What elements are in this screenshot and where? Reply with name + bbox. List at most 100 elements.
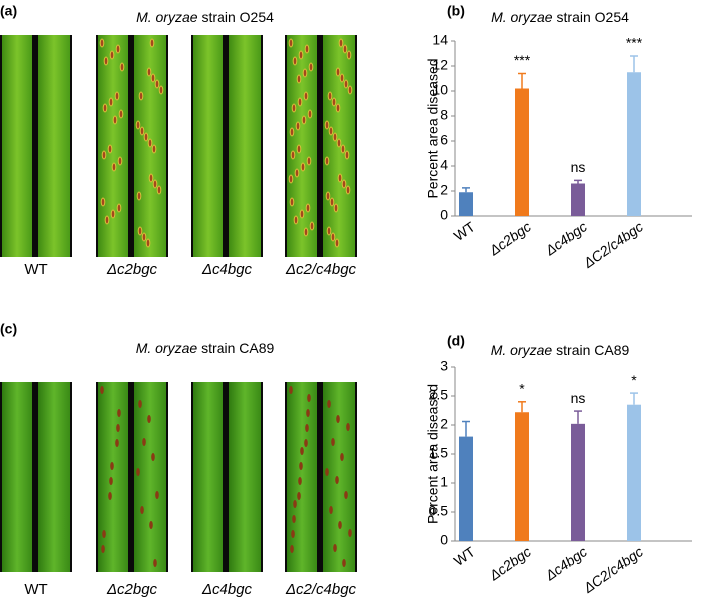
- bar: [515, 412, 529, 541]
- caption: WT: [24, 581, 47, 598]
- lesion: [332, 132, 338, 142]
- x-tick-label: WT: [451, 543, 478, 569]
- lesion: [107, 144, 113, 154]
- lesion: [119, 62, 125, 72]
- lesion: [147, 138, 153, 148]
- lesion: [112, 115, 118, 125]
- lesion: [109, 50, 115, 60]
- lesion: [305, 424, 309, 432]
- x-tick-label: Δc4bgc: [542, 543, 590, 584]
- lesion: [149, 521, 153, 529]
- lesion: [289, 197, 295, 207]
- lesion: [342, 559, 346, 567]
- x-tick-label: Δc2bgc: [486, 543, 534, 584]
- lesion: [290, 150, 296, 160]
- lesion: [326, 226, 332, 236]
- error-bar: [462, 420, 470, 437]
- leaf: [229, 382, 261, 572]
- lesion: [116, 203, 122, 213]
- lesion: [344, 150, 350, 160]
- lesion: [338, 521, 342, 529]
- leaf: [229, 35, 261, 257]
- title-text: strain CA89: [201, 340, 274, 356]
- title-text: strain O254: [202, 9, 275, 25]
- y-tick-label: 1.5: [429, 445, 449, 461]
- lesion: [141, 232, 147, 242]
- lesion: [292, 515, 296, 523]
- lesion: [138, 91, 144, 101]
- significance: *: [519, 381, 525, 397]
- lesion: [294, 168, 300, 178]
- lesion: [100, 386, 104, 394]
- panel-title: M. oryzae strain O254: [491, 9, 629, 25]
- panel-label: (c): [0, 321, 17, 337]
- lesion: [342, 44, 348, 54]
- lesion: [102, 103, 108, 113]
- lesion: [348, 529, 352, 537]
- lesion: [327, 400, 331, 408]
- lesion: [296, 144, 302, 154]
- lesion: [104, 215, 110, 225]
- caption: WT: [24, 261, 47, 278]
- caption: Δc2bgc: [106, 581, 158, 598]
- lesion: [296, 74, 302, 84]
- bar: [627, 404, 641, 541]
- lesion: [142, 438, 146, 446]
- panel-title: M. oryzae strain CA89: [491, 342, 630, 358]
- lesion: [150, 73, 156, 83]
- lesion: [299, 209, 305, 219]
- y-tick-label: 8: [440, 107, 448, 123]
- panel-label: (d): [447, 333, 465, 349]
- lesion: [333, 544, 337, 552]
- significance: ns: [571, 159, 586, 175]
- lesion: [303, 91, 309, 101]
- lesion: [298, 477, 302, 485]
- lesion: [109, 477, 113, 485]
- lesion: [116, 424, 120, 432]
- lesion: [336, 415, 340, 423]
- lesion: [304, 44, 310, 54]
- lesion: [337, 173, 343, 183]
- lesion: [300, 447, 304, 455]
- lesion: [303, 227, 309, 237]
- title-italic: M. oryzae: [136, 9, 198, 25]
- leaf: [2, 382, 32, 572]
- lesion: [143, 132, 149, 142]
- lesion: [334, 238, 340, 248]
- lesion: [140, 506, 144, 514]
- lesion: [145, 238, 151, 248]
- lesion: [288, 38, 294, 48]
- lesion: [147, 415, 151, 423]
- lesion: [302, 68, 308, 78]
- lesion: [309, 221, 315, 231]
- lesion: [289, 386, 293, 394]
- lesion: [288, 174, 294, 184]
- lesion: [339, 73, 345, 83]
- lesion: [331, 438, 335, 446]
- lesion: [331, 97, 337, 107]
- error-bar: [630, 392, 638, 405]
- y-tick-label: 2.5: [429, 387, 449, 403]
- panel-title: M. oryzae strain CA89: [136, 340, 275, 356]
- lesion: [293, 215, 299, 225]
- lesion: [305, 203, 311, 213]
- y-tick-label: 14: [432, 32, 448, 48]
- lesion: [151, 144, 157, 154]
- lesion: [340, 453, 344, 461]
- lesion: [146, 67, 152, 77]
- lesion: [115, 439, 119, 447]
- lesion: [343, 79, 349, 89]
- caption: Δc2bgc: [106, 261, 158, 278]
- lesion: [151, 453, 155, 461]
- lesion: [325, 191, 331, 201]
- lesion: [136, 468, 140, 476]
- lesion: [299, 462, 303, 470]
- leaf: [193, 382, 223, 572]
- lesion: [100, 197, 106, 207]
- lesion: [115, 44, 121, 54]
- lesion: [329, 506, 333, 514]
- lesion: [158, 85, 164, 95]
- bar: [571, 183, 585, 216]
- lesion: [148, 173, 154, 183]
